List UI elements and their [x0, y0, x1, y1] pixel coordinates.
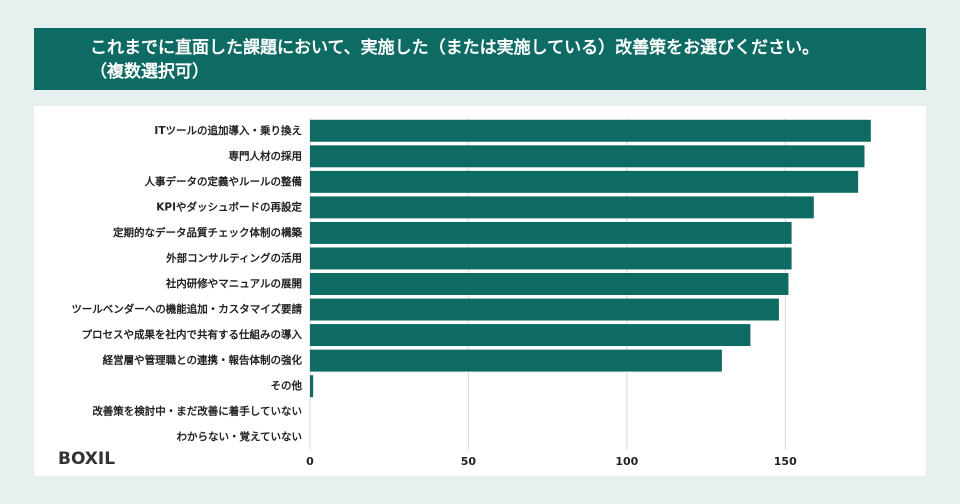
y-tick-label: 専門人材の採用	[229, 149, 303, 162]
y-tick-label: 改善策を検討中・まだ改善に着手していない	[92, 405, 302, 418]
x-tick-label: 0	[306, 455, 314, 468]
bar	[310, 324, 751, 347]
y-tick-label: 経営層や管理職との連携・報告体制の強化	[103, 354, 303, 367]
y-tick-label: その他	[271, 379, 303, 392]
x-tick-label: 50	[461, 455, 477, 468]
bar	[310, 119, 871, 142]
chart-title: これまでに直面した課題において、実施した（または実施している）改善策をお選びくだ…	[90, 37, 819, 58]
bar	[310, 349, 722, 372]
logo: BOXIL	[58, 449, 115, 469]
bar	[310, 221, 792, 244]
x-tick-label: 150	[774, 455, 797, 468]
y-tick-label: ITツールの追加導入・乗り換え	[154, 124, 302, 137]
bar	[310, 273, 789, 295]
title-banner	[34, 28, 926, 90]
bar	[310, 145, 865, 168]
y-tick-label: 人事データの定義やルールの整備	[145, 175, 303, 188]
bar	[310, 196, 814, 219]
bar	[310, 298, 779, 321]
y-tick-label: 定期的なデータ品質チェック体制の構築	[112, 226, 302, 239]
bar	[310, 375, 314, 398]
y-tick-label: KPIやダッシュボードの再設定	[156, 200, 302, 213]
y-tick-label: わからない・覚えていない	[177, 430, 302, 443]
bar	[310, 170, 859, 193]
y-tick-label: プロセスや成果を社内で共有する仕組みの導入	[82, 328, 303, 341]
chart-subtitle: （複数選択可）	[90, 61, 209, 82]
bar	[310, 247, 792, 270]
x-tick-label: 100	[615, 455, 638, 468]
y-tick-label: ツールベンダーへの機能追加・カスタマイズ要請	[71, 303, 302, 316]
y-tick-label: 社内研修やマニュアルの展開	[165, 277, 302, 290]
y-tick-label: 外部コンサルティングの活用	[165, 251, 302, 264]
